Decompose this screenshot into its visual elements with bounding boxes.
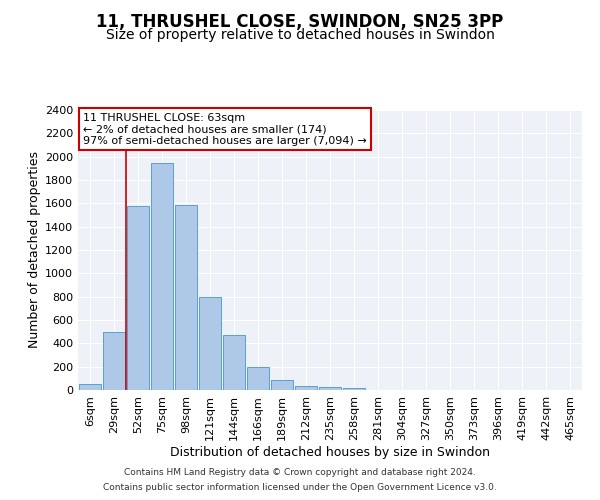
Bar	[271, 380, 293, 390]
Bar	[319, 386, 341, 390]
Text: Contains public sector information licensed under the Open Government Licence v3: Contains public sector information licen…	[103, 483, 497, 492]
Bar	[223, 334, 245, 390]
Text: Size of property relative to detached houses in Swindon: Size of property relative to detached ho…	[106, 28, 494, 42]
Text: 11 THRUSHEL CLOSE: 63sqm
← 2% of detached houses are smaller (174)
97% of semi-d: 11 THRUSHEL CLOSE: 63sqm ← 2% of detache…	[83, 113, 367, 146]
Bar	[151, 162, 173, 390]
X-axis label: Distribution of detached houses by size in Swindon: Distribution of detached houses by size …	[170, 446, 490, 458]
Bar	[175, 204, 197, 390]
Bar	[247, 367, 269, 390]
Bar	[199, 296, 221, 390]
Bar	[343, 388, 365, 390]
Bar	[127, 206, 149, 390]
Y-axis label: Number of detached properties: Number of detached properties	[28, 152, 41, 348]
Bar	[103, 332, 125, 390]
Bar	[295, 386, 317, 390]
Text: Contains HM Land Registry data © Crown copyright and database right 2024.: Contains HM Land Registry data © Crown c…	[124, 468, 476, 477]
Text: 11, THRUSHEL CLOSE, SWINDON, SN25 3PP: 11, THRUSHEL CLOSE, SWINDON, SN25 3PP	[97, 12, 503, 30]
Bar	[79, 384, 101, 390]
